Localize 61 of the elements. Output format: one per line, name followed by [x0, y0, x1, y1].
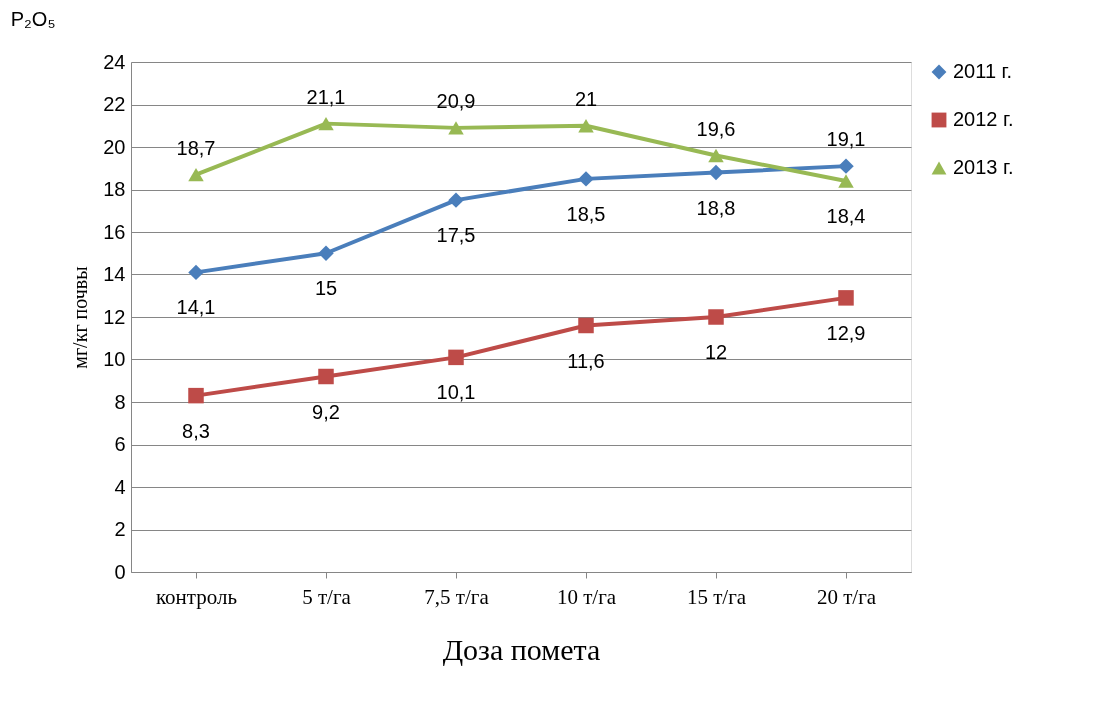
data-label: 20,9 — [436, 89, 476, 112]
y-tick-label: 10 — [103, 348, 126, 370]
y-tick-label: 12 — [103, 305, 126, 328]
x-axis-title: Доза помета — [442, 632, 601, 666]
point — [708, 164, 724, 181]
data-label: 19,1 — [826, 128, 866, 151]
point — [188, 264, 204, 281]
y-tick-label: 0 — [114, 560, 126, 583]
point — [448, 192, 464, 208]
point — [708, 148, 724, 163]
x-tick-label: контроль — [155, 584, 238, 609]
point — [578, 119, 594, 133]
x-tick-label: 10 т/га — [556, 584, 617, 609]
x-tick-label: 20 т/га — [816, 584, 877, 609]
data-label: 21,1 — [306, 85, 346, 108]
data-label: 18,5 — [566, 202, 606, 225]
data-label: 18,8 — [696, 196, 736, 219]
legend-label: 2012 г. — [953, 108, 1014, 130]
point — [578, 171, 594, 187]
data-label: 8,3 — [182, 419, 210, 442]
legend-label: 2013 г. — [953, 156, 1014, 178]
point — [708, 309, 724, 325]
y-tick-label: 2 — [114, 518, 126, 540]
y-tick-label: 14 — [103, 263, 126, 285]
data-label: 12,9 — [826, 321, 866, 344]
data-label: 12 — [704, 341, 728, 363]
data-label: 14,1 — [176, 296, 216, 319]
legend-label: 2011 г. — [953, 60, 1012, 82]
data-label: 15 — [314, 277, 338, 300]
point — [448, 349, 464, 366]
data-label: 9,2 — [312, 400, 340, 423]
y-axis-title: мг/кг почвы — [69, 266, 92, 369]
point — [188, 167, 204, 182]
y-tick-label: 18 — [103, 178, 126, 200]
data-label: 18,4 — [826, 205, 866, 227]
data-label: 21 — [574, 87, 598, 110]
x-tick-label: 5 т/га — [302, 584, 352, 609]
point — [318, 116, 334, 131]
y-tick-label: 16 — [103, 220, 126, 243]
x-tick-label: 15 т/га — [686, 584, 747, 609]
data-label: 10,1 — [436, 381, 476, 404]
data-label: 19,6 — [696, 117, 736, 140]
y-tick-label: 8 — [114, 390, 126, 413]
point — [318, 368, 334, 385]
point — [578, 317, 594, 334]
point — [838, 290, 854, 306]
data-label: 17,5 — [436, 224, 476, 247]
y-tick-label: 20 — [103, 135, 126, 158]
y-tick-label: 24 — [103, 50, 126, 73]
y-tick-label: 4 — [114, 475, 126, 498]
point — [838, 158, 854, 174]
y-tick-label: 22 — [103, 93, 126, 115]
y-tick-label: 6 — [114, 433, 126, 455]
point — [838, 174, 854, 188]
point — [318, 245, 334, 261]
data-label: 18,7 — [176, 136, 216, 159]
chart-title: P₂O₅ — [10, 8, 56, 30]
point — [188, 387, 204, 404]
data-label: 11,6 — [567, 349, 605, 372]
x-tick-label: 7,5 т/га — [424, 584, 490, 609]
point — [448, 121, 464, 135]
